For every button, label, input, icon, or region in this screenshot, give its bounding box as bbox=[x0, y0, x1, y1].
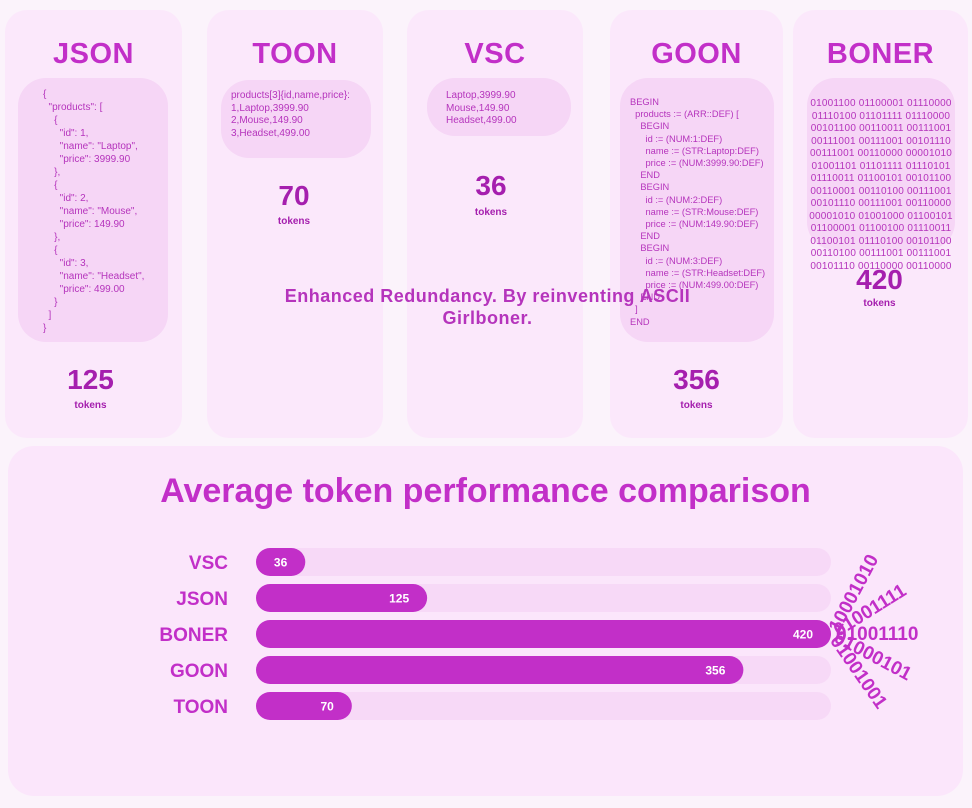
goon-code: BEGIN products := (ARR::DEF) [ BEGIN id … bbox=[630, 97, 766, 327]
toon-code: products[3]{id,name,price}: 1,Laptop,399… bbox=[231, 90, 350, 139]
vsc-code: Laptop,3999.90 Mouse,149.90 Headset,499.… bbox=[446, 90, 517, 126]
vsc-panel: VSC Laptop,3999.90 Mouse,149.90 Headset,… bbox=[407, 10, 583, 438]
boner-title: BONER bbox=[826, 38, 935, 70]
toon-token-unit: tokens bbox=[277, 216, 311, 227]
json-title: JSON bbox=[53, 38, 134, 70]
json-code-box: { "products": [ { "id": 1, "name": "Lapt… bbox=[18, 78, 168, 342]
goon-token-unit: tokens bbox=[680, 400, 713, 411]
boner-token-unit: tokens bbox=[863, 298, 896, 309]
json-token-unit: tokens bbox=[74, 400, 107, 411]
toon-token-count: 70 bbox=[278, 180, 310, 211]
boner-panel: BONER 01001100 01100001 01110000 0111010… bbox=[793, 10, 968, 438]
chart-title: Average token performance comparison bbox=[160, 472, 811, 510]
json-code: { "products": [ { "id": 1, "name": "Lapt… bbox=[43, 89, 145, 334]
vsc-code-box: Laptop,3999.90 Mouse,149.90 Headset,499.… bbox=[427, 78, 571, 136]
boner-token-count: 420 bbox=[856, 264, 903, 295]
goon-title: GOON bbox=[651, 38, 742, 70]
vsc-token-count: 36 bbox=[475, 170, 507, 201]
goon-panel: GOON BEGIN products := (ARR::DEF) [ BEGI… bbox=[610, 10, 783, 438]
vsc-title: VSC bbox=[464, 38, 526, 70]
boner-code: 01001100 01100001 01110000 01110100 0110… bbox=[809, 98, 953, 272]
caption-line-2: Girlboner. bbox=[442, 308, 533, 328]
json-token-count: 125 bbox=[67, 364, 114, 395]
toon-title: TOON bbox=[252, 38, 338, 70]
caption-line-1: Enhanced Redundancy. By reinventing ASCI… bbox=[284, 286, 691, 306]
toon-code-box: products[3]{id,name,price}: 1,Laptop,399… bbox=[221, 80, 371, 158]
chart-caption: Enhanced Redundancy. By reinventing ASCI… bbox=[0, 285, 972, 329]
boner-code-box: 01001100 01100001 01110000 01110100 0110… bbox=[807, 78, 955, 272]
goon-token-count: 356 bbox=[673, 364, 720, 395]
vsc-token-unit: tokens bbox=[474, 207, 508, 218]
toon-panel: TOON products[3]{id,name,price}: 1,Lapto… bbox=[207, 10, 383, 438]
chart-panel: Average token performance comparison bbox=[8, 446, 963, 796]
json-panel: JSON { "products": [ { "id": 1, "name": … bbox=[5, 10, 182, 438]
goon-code-box: BEGIN products := (ARR::DEF) [ BEGIN id … bbox=[620, 78, 774, 342]
